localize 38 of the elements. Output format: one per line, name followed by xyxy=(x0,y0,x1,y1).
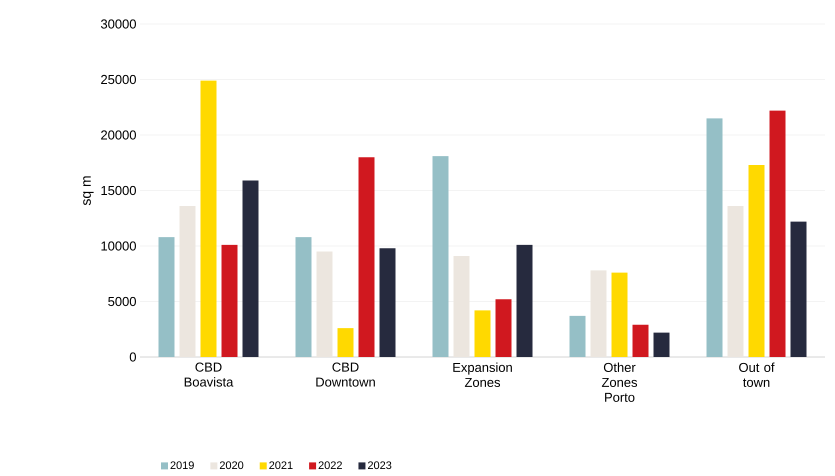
bar xyxy=(496,299,512,357)
legend-label: 2023 xyxy=(368,461,392,470)
bar xyxy=(516,244,533,357)
bar xyxy=(706,118,723,357)
bar xyxy=(790,222,807,357)
bar xyxy=(570,316,586,357)
bar xyxy=(432,156,449,357)
bar xyxy=(200,80,217,357)
bar xyxy=(296,237,312,357)
y-tick-label: 10000 xyxy=(101,241,136,251)
bar xyxy=(338,328,354,357)
x-tick-label: CBD Downtown xyxy=(316,362,375,387)
y-tick-label: 20000 xyxy=(101,130,136,140)
bar xyxy=(242,180,259,357)
x-tick-label: Out of town xyxy=(739,362,775,387)
y-tick-label: 15000 xyxy=(101,186,136,196)
legend-label: 2019 xyxy=(170,461,194,470)
bar xyxy=(380,248,396,357)
x-tick-label: CBD Boavista xyxy=(184,362,234,387)
legend-label: 2021 xyxy=(269,461,293,470)
bar xyxy=(770,110,786,357)
bar xyxy=(158,237,174,357)
bar xyxy=(632,324,649,357)
y-tick-label: 25000 xyxy=(101,74,136,84)
y-tick-label: 5000 xyxy=(108,296,136,306)
bar xyxy=(222,244,238,357)
bar xyxy=(654,332,670,357)
y-tick-label: 0 xyxy=(130,352,136,362)
legend-label: 2022 xyxy=(318,461,342,470)
bar xyxy=(612,272,628,357)
bar xyxy=(474,310,491,357)
bar xyxy=(358,157,375,357)
x-tick-label: Other Zones Porto xyxy=(602,362,638,402)
y-tick-label: 30000 xyxy=(100,19,136,29)
x-tick-label: Expansion Zones xyxy=(453,362,512,387)
legend-label: 2020 xyxy=(220,461,244,470)
y-axis-title: sq m xyxy=(83,176,94,206)
bar xyxy=(748,164,765,357)
